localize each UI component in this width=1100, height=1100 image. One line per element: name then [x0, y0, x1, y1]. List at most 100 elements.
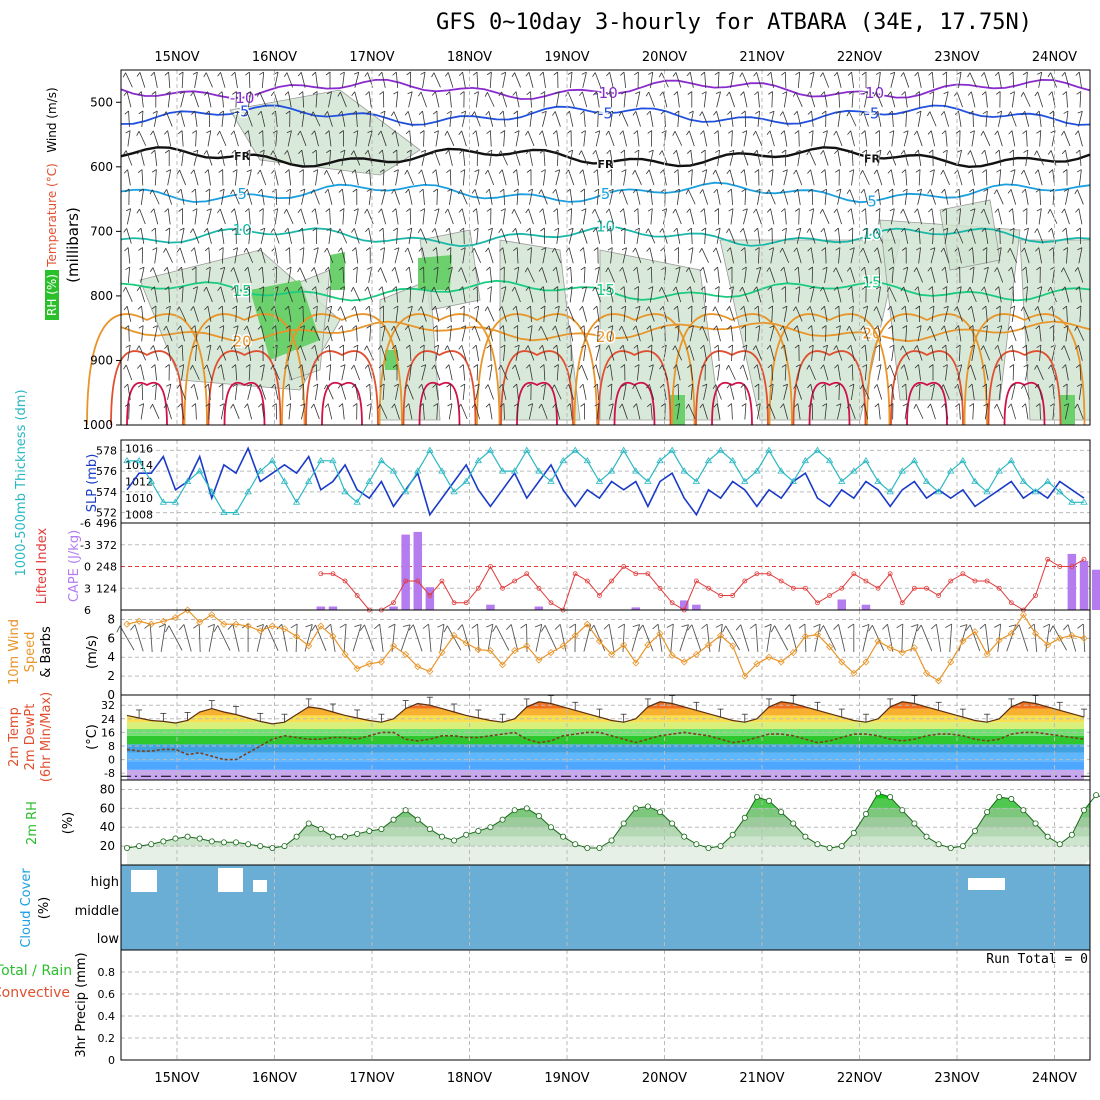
wind-barb-flag — [834, 305, 840, 310]
wind-barb — [873, 91, 883, 108]
wind-barb-flag — [364, 286, 369, 292]
wind-barb — [325, 130, 332, 147]
wind-barb — [782, 383, 788, 400]
wind-barb-flag — [712, 384, 717, 389]
wind-barb-flag — [633, 208, 639, 212]
wind-barb-staff — [474, 189, 481, 205]
wind-barb-staff — [328, 130, 332, 147]
rh-marker — [1032, 820, 1039, 827]
wind-barb-staff — [1025, 71, 1028, 89]
wind-barb — [380, 110, 386, 127]
wind-barb — [969, 130, 975, 147]
wind-barb-flag — [473, 149, 478, 154]
wind-barb-flag — [313, 169, 318, 173]
wind-barb-staff — [582, 306, 588, 322]
wind-barb — [177, 266, 184, 283]
wind-barb — [768, 247, 774, 264]
wind-barb-staff — [783, 403, 789, 420]
wind-barb-staff — [514, 150, 521, 166]
wind-barb-flag — [380, 188, 386, 192]
wind-barb-flag — [605, 267, 609, 273]
wind-barb — [192, 344, 197, 362]
wind-barb — [299, 169, 304, 186]
wind-barb-flag — [887, 305, 892, 311]
wind-barb-staff — [649, 325, 654, 342]
surface-wind-barb — [130, 624, 144, 652]
wind-barb — [540, 305, 546, 323]
wind-barb — [685, 267, 696, 283]
surface-wind-barb-flag — [701, 623, 708, 630]
wind-barb-staff — [945, 364, 948, 381]
wind-barb — [310, 267, 320, 283]
wind-barb-flag — [1049, 325, 1054, 329]
wind-barb — [673, 227, 681, 244]
wind-barb-staff — [235, 364, 238, 381]
wind-barb — [498, 383, 507, 400]
wind-barb-staff — [648, 91, 655, 108]
wind-barb-flag — [994, 130, 998, 136]
wind-barb-flag — [726, 247, 731, 252]
wind-barb — [846, 403, 856, 420]
wind-barb-staff — [597, 325, 599, 342]
wind-barb-flag — [432, 169, 437, 174]
wind-barb-flag — [943, 91, 949, 95]
wind-barb — [754, 383, 760, 400]
wind-barb-flag — [150, 71, 155, 77]
wind-barb-flag — [1023, 364, 1029, 368]
wind-barb-staff — [193, 169, 199, 186]
wind-barb-flag — [540, 227, 545, 232]
wind-barb-staff — [301, 325, 305, 342]
rh-marker — [572, 841, 579, 848]
wind-barb-staff — [394, 189, 400, 205]
wind-barb-flag — [900, 345, 904, 351]
wind-barb — [901, 305, 908, 322]
wind-barb — [1075, 71, 1082, 88]
wind-barb-flag — [835, 110, 841, 114]
wind-barb-flag — [190, 306, 194, 311]
wind-barb — [914, 208, 923, 225]
wind-barb-flag — [592, 364, 597, 369]
wind-barb-staff — [125, 287, 133, 302]
wind-barb-staff — [301, 364, 305, 381]
wind-tick-label: 6 — [107, 631, 115, 645]
wind-barb — [861, 208, 867, 225]
wind-barb — [581, 71, 587, 88]
wind-barb-staff — [460, 189, 468, 205]
wind-barb-staff — [302, 247, 305, 264]
wind-barb-flag — [513, 403, 519, 407]
wind-barb-staff — [515, 228, 520, 244]
wind-barb-flag — [405, 188, 410, 194]
wind-barb-flag — [672, 149, 677, 155]
wind-barb-flag — [753, 208, 757, 214]
wind-barb-staff — [985, 247, 988, 264]
wind-barb — [378, 149, 386, 166]
wind-barb — [378, 71, 386, 88]
wind-barb — [713, 325, 721, 342]
cape-bar — [316, 606, 326, 610]
wind-barb-flag — [487, 286, 492, 290]
wind-barb — [472, 344, 480, 361]
wind-barb — [538, 267, 548, 283]
surface-wind-barb — [158, 623, 166, 652]
wind-barb — [900, 150, 909, 166]
wind-barb — [232, 305, 238, 323]
wind-barb-flag — [553, 208, 558, 213]
wind-barb-staff — [514, 72, 521, 88]
surface-wind-barb-flag — [569, 623, 576, 629]
wind-barb-flag — [297, 345, 301, 350]
wind-barb — [834, 149, 841, 166]
surface-temperature-contour — [126, 381, 168, 426]
surface-wind-barb-staff — [642, 624, 654, 652]
lifted-index-tick-label: -6 — [80, 517, 91, 530]
wind-barb-flag — [501, 286, 507, 290]
wind-barb — [471, 325, 481, 342]
wind-barb-staff — [662, 208, 668, 225]
wind-barb — [338, 325, 346, 342]
lifted-index-tick-label: 3 — [84, 582, 91, 595]
slp-ylabel-line: SLP (mb) — [85, 454, 100, 513]
wind-barb-flag — [848, 305, 854, 310]
cape-bar — [486, 604, 495, 610]
wind-barb — [338, 188, 345, 205]
wind-barb-flag — [943, 227, 948, 231]
wind-barb — [420, 286, 426, 303]
